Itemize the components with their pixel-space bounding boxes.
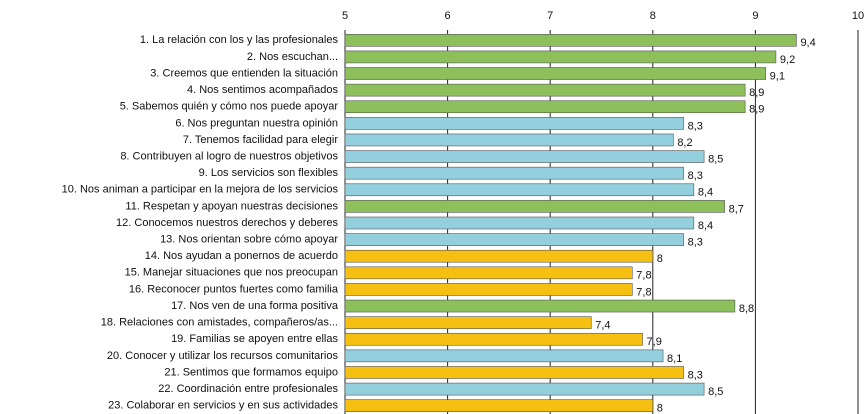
bar xyxy=(344,266,633,280)
category-label: 23. Colaborar en servicios y en sus acti… xyxy=(108,400,338,412)
bar xyxy=(344,83,746,97)
bar xyxy=(344,299,736,313)
value-label: 7,8 xyxy=(636,270,651,282)
category-label: 11. Respetan y apoyan nuestras decisione… xyxy=(125,200,338,212)
category-label: 3. Creemos que entienden la situación xyxy=(150,67,338,79)
category-label: 22. Coordinación entre profesionales xyxy=(158,383,338,395)
bar xyxy=(344,216,695,230)
category-label: 7. Tenemos facilidad para elegir xyxy=(183,134,338,146)
category-label: 1. La relación con los y las profesional… xyxy=(140,34,339,46)
category-label: 19. Familias se apoyen entre ellas xyxy=(171,333,338,345)
bar xyxy=(344,316,592,329)
category-label: 21. Sentimos que formamos equipo xyxy=(164,366,338,378)
bar xyxy=(344,100,746,114)
bar xyxy=(344,67,766,80)
category-label: 17. Nos ven de una forma positiva xyxy=(171,300,339,312)
category-label: 18. Relaciones con amistades, compañeros… xyxy=(101,317,338,329)
bar xyxy=(344,50,777,64)
value-label: 8,3 xyxy=(688,369,703,381)
value-label: 8,1 xyxy=(667,353,682,365)
bar xyxy=(344,200,725,213)
value-label: 9,1 xyxy=(770,70,785,82)
x-tick-label: 5 xyxy=(342,10,348,22)
x-tick-label: 10 xyxy=(852,10,864,22)
value-label: 8,5 xyxy=(708,153,723,165)
value-label: 8,8 xyxy=(739,303,754,315)
value-label: 7,9 xyxy=(647,336,662,348)
value-label: 8,7 xyxy=(729,203,744,215)
value-label: 8,2 xyxy=(677,137,692,149)
bar xyxy=(344,366,684,379)
category-label: 9. Los servicios son flexibles xyxy=(199,167,339,179)
category-label: 15. Manejar situaciones que nos preocupa… xyxy=(125,267,338,279)
value-label: 8,9 xyxy=(749,104,764,116)
bar xyxy=(344,166,684,180)
category-label: 14. Nos ayudan a ponernos de acuerdo xyxy=(145,250,338,262)
value-label: 9,2 xyxy=(780,54,795,66)
x-tick-label: 7 xyxy=(547,10,553,22)
value-label: 8,9 xyxy=(749,87,764,99)
bar xyxy=(344,133,674,147)
category-label: 2. Nos escuchan... xyxy=(247,51,338,63)
value-label: 7,4 xyxy=(595,320,610,332)
bar xyxy=(344,183,695,197)
x-tick-label: 9 xyxy=(752,10,758,22)
value-label: 8 xyxy=(657,403,663,414)
value-label: 8,5 xyxy=(708,386,723,398)
bar xyxy=(344,283,633,296)
value-label: 7,8 xyxy=(636,286,651,298)
category-label: 6. Nos preguntan nuestra opinión xyxy=(175,117,338,129)
bar xyxy=(344,382,705,396)
category-label: 4. Nos sentimos acompañados xyxy=(187,84,339,96)
bar xyxy=(344,349,664,363)
value-label: 8,3 xyxy=(688,120,703,132)
x-tick-label: 6 xyxy=(445,10,451,22)
bar xyxy=(344,332,643,346)
x-tick-label: 8 xyxy=(650,10,656,22)
category-label: 16. Reconocer puntos fuertes como famili… xyxy=(129,283,339,295)
bar xyxy=(344,117,684,130)
value-label: 8 xyxy=(657,253,663,265)
value-label: 9,4 xyxy=(800,37,815,49)
bar xyxy=(344,150,705,163)
value-label: 8,4 xyxy=(698,220,713,232)
bar xyxy=(344,233,684,246)
value-label: 8,4 xyxy=(698,187,713,199)
bar xyxy=(344,34,797,47)
category-label: 20. Conocer y utilizar los recursos comu… xyxy=(107,350,339,362)
bar xyxy=(344,399,654,412)
category-label: 13. Nos orientan sobre cómo apoyar xyxy=(160,234,338,246)
category-label: 5. Sabemos quién y cómo nos puede apoyar xyxy=(120,101,339,113)
category-label: 12. Conocemos nuestros derechos y debere… xyxy=(116,217,338,229)
category-label: 10. Nos animan a participar en la mejora… xyxy=(62,184,339,196)
value-label: 8,3 xyxy=(688,170,703,182)
category-label: 8. Contribuyen al logro de nuestros obje… xyxy=(120,150,338,162)
value-label: 8,3 xyxy=(688,237,703,249)
bar xyxy=(344,249,654,263)
